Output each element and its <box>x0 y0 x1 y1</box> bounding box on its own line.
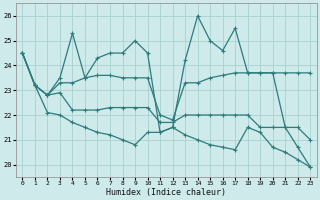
X-axis label: Humidex (Indice chaleur): Humidex (Indice chaleur) <box>106 188 226 197</box>
